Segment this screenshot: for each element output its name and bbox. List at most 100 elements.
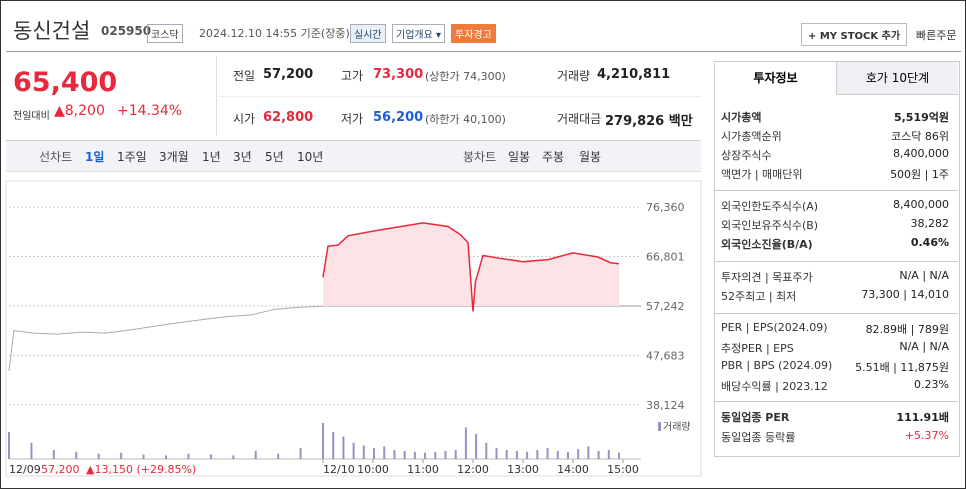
code: 025950	[101, 24, 152, 38]
info-label: PER | EPS(2024.09)	[721, 321, 828, 334]
volume-bar	[444, 450, 447, 459]
divider	[715, 401, 958, 402]
volume-bar	[97, 453, 100, 459]
stat-value: 279,826 백만	[605, 114, 693, 129]
info-value: 8,400,000	[893, 147, 949, 160]
info-value: 0.23%	[914, 378, 949, 391]
divider	[715, 190, 958, 191]
volume-bar	[8, 432, 10, 459]
stat-label: 시가	[233, 112, 256, 126]
tab-bar	[6, 140, 701, 172]
y-tick-label: 38,124	[646, 399, 685, 412]
volume-bar	[536, 450, 539, 459]
volume-bar	[515, 450, 518, 459]
volume-bar	[495, 448, 498, 459]
tab[interactable]: 1주일	[117, 150, 147, 164]
stat-label: 고가	[341, 69, 364, 83]
volume-bar	[618, 452, 620, 459]
stat-label: 저가	[341, 112, 364, 126]
volume-bar	[526, 451, 529, 459]
info-value: 코스닥 86위	[891, 130, 949, 143]
info-value: 0.46%	[910, 236, 949, 249]
info-label: 시가총액	[721, 111, 762, 124]
volume-bar	[505, 450, 508, 459]
price-line	[8, 305, 324, 372]
info-value: 111.91배	[896, 411, 949, 424]
divider	[715, 313, 958, 314]
info-label: 액면가 | 매매단위	[721, 168, 803, 181]
tab[interactable]: 1년	[202, 150, 221, 164]
info-label: 외국인소진율(B/A)	[721, 238, 813, 251]
volume-bar	[332, 432, 335, 459]
title: 동신건설	[13, 19, 91, 43]
info-label: 외국인한도주식수(A)	[721, 200, 819, 213]
volume-legend-mark	[658, 422, 661, 431]
stat-label: 거래대금	[557, 112, 602, 126]
volume-bar	[120, 452, 123, 459]
realtime-button[interactable]: 실시간	[350, 24, 386, 43]
tab[interactable]: 월봉	[579, 150, 602, 164]
volume-bar	[277, 453, 280, 459]
volume-bar	[254, 450, 257, 459]
volume-bar	[342, 436, 345, 459]
info-value: 8,400,000	[893, 198, 949, 211]
side-tab[interactable]: 호가 10단계	[837, 62, 958, 95]
volume-bar	[299, 448, 302, 459]
volume-bar	[424, 452, 427, 459]
stat-value: 62,800	[263, 110, 314, 125]
x-tick-label: 11:00	[407, 463, 439, 476]
info-label: PBR | BPS (2024.09)	[721, 359, 833, 372]
tab[interactable]: 3개월	[159, 150, 189, 164]
prev-close: 57,200	[41, 463, 80, 476]
volume-bar	[485, 442, 488, 459]
info-label: 추정PER | EPS	[721, 342, 794, 355]
tab[interactable]: 1일	[85, 150, 105, 164]
company-button[interactable]: 기업개요 ▾	[392, 24, 445, 43]
info-value: 82.89배 | 789원	[865, 323, 949, 336]
stat-value: 4,210,811	[597, 67, 671, 82]
volume-bar	[607, 450, 610, 459]
side-tab[interactable]: 투자정보	[715, 62, 837, 95]
y-tick-label: 47,683	[646, 350, 685, 363]
divider	[6, 51, 961, 52]
chart-frame	[5, 180, 702, 477]
current-price: 65,400	[13, 67, 118, 98]
stat-value: 57,200	[263, 67, 314, 82]
tab[interactable]: 3년	[233, 150, 252, 164]
change: ▲8,200	[54, 103, 105, 119]
tab[interactable]: 일봉	[508, 150, 531, 164]
volume-bar	[556, 450, 559, 459]
stat-label: 전일	[233, 69, 256, 83]
volume-bar	[362, 445, 365, 459]
info-label: 52주최고 | 최저	[721, 290, 797, 303]
volume-bar	[454, 450, 457, 459]
info-label: 상장주식수	[721, 149, 772, 162]
volume-bar	[30, 442, 33, 459]
mystock-button[interactable]: + MY STOCK 추가	[801, 23, 908, 46]
volume-bar	[352, 442, 355, 459]
volume-bar	[383, 446, 386, 459]
volume-bar	[52, 450, 55, 459]
y-tick-label: 57,242	[646, 300, 685, 313]
tab-label: 선차트	[39, 150, 73, 164]
rate: +14.34%	[117, 103, 183, 119]
x-tick-label: 15:00	[607, 463, 639, 476]
info-value: 5,519억원	[893, 111, 949, 124]
tab[interactable]: 10년	[297, 150, 324, 164]
quick-order[interactable]: 빠른주문	[916, 29, 957, 42]
x-tick-label: 12:00	[457, 463, 489, 476]
info-label: 동일업종 등락률	[721, 431, 796, 444]
volume-bar	[587, 446, 590, 459]
tab[interactable]: 주봉	[542, 150, 565, 164]
stat-value: 56,200	[373, 110, 424, 125]
volume-label: 거래량	[663, 421, 691, 433]
stat-note: (상한가 74,300)	[425, 70, 506, 83]
tab[interactable]: 5년	[265, 150, 284, 164]
y-tick-label: 66,801	[646, 251, 685, 264]
info-label: 배당수익률 | 2023.12	[721, 380, 828, 393]
info-label: 외국인보유주식수(B)	[721, 219, 819, 232]
y-tick-label: 76,360	[646, 201, 685, 214]
info-label: 시가총액순위	[721, 130, 782, 143]
